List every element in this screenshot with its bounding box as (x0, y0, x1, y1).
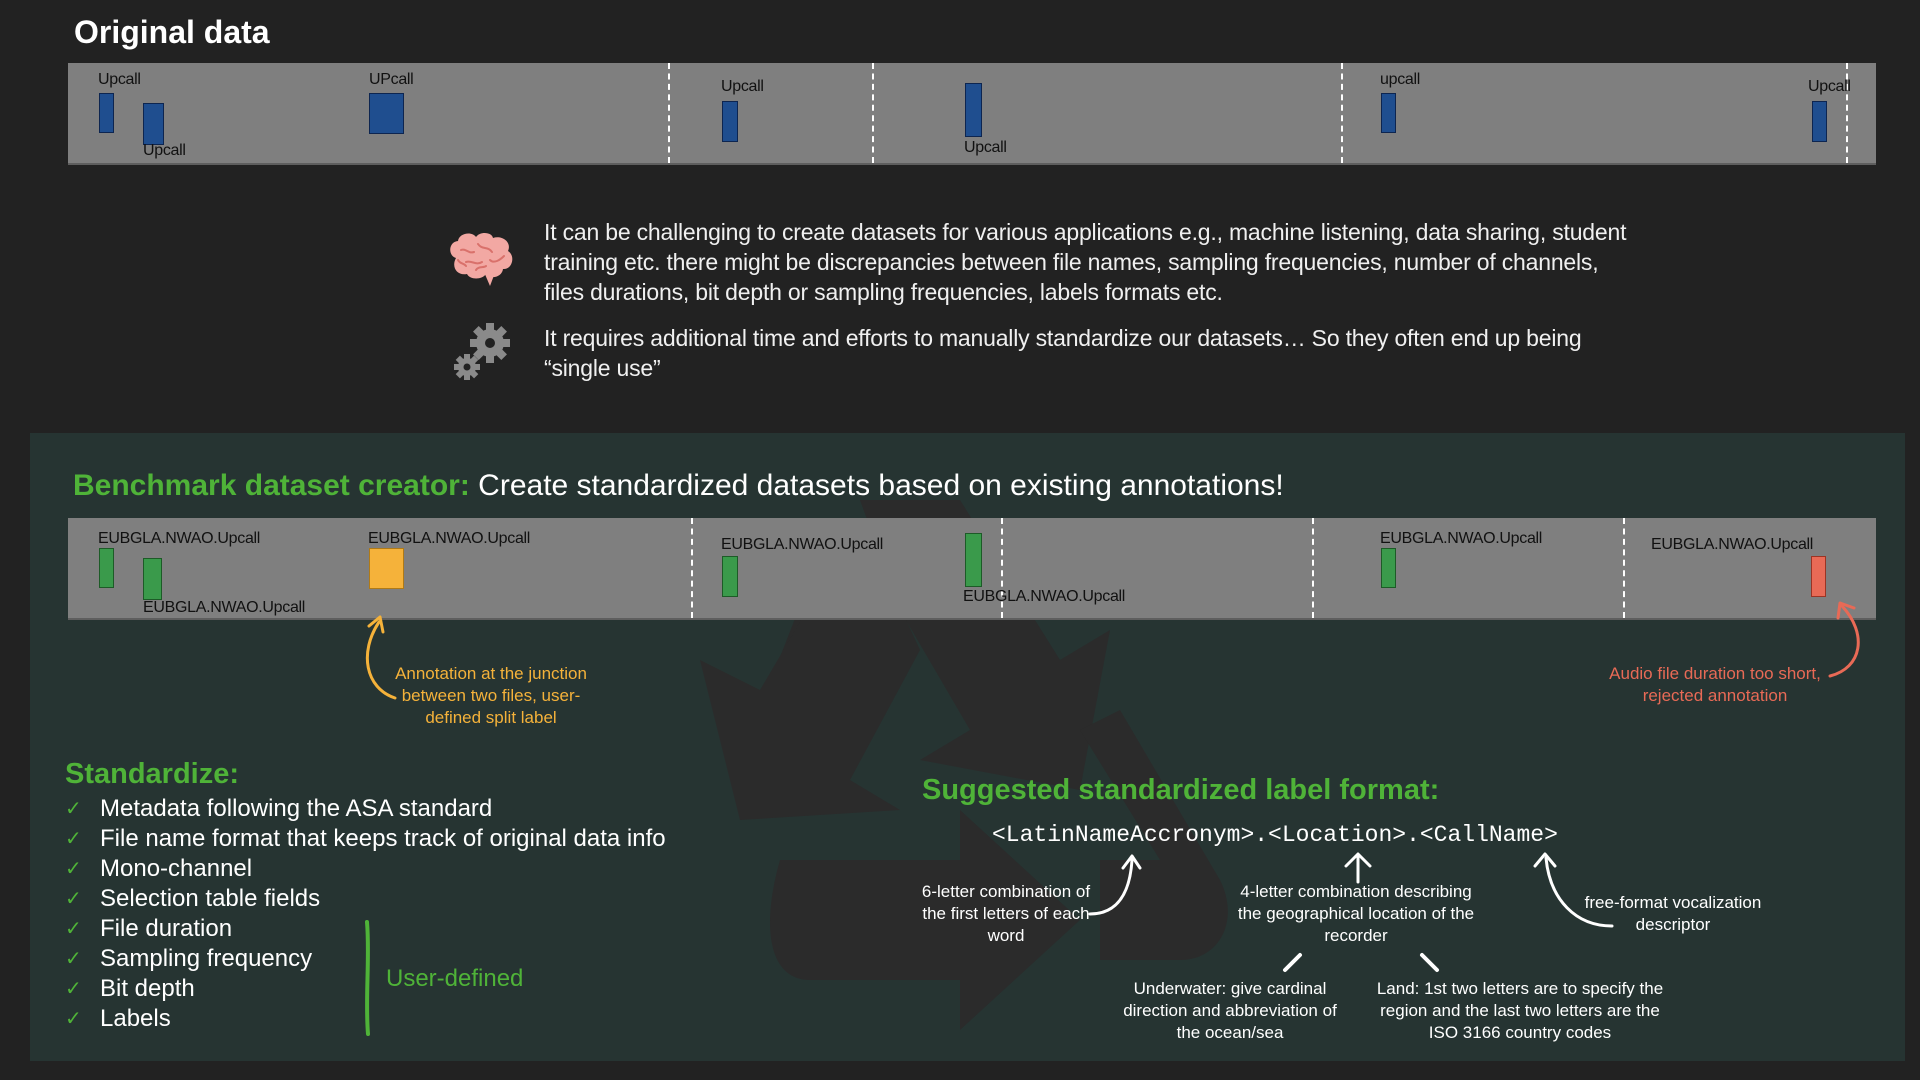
info-text-effort: It requires additional time and efforts … (544, 325, 1582, 381)
check-icon: ✓ (65, 1008, 82, 1030)
file-boundary (668, 63, 670, 163)
check-icon: ✓ (65, 828, 82, 850)
underwater-note: Underwater: give cardinal direction and … (1123, 979, 1337, 1042)
benchmark-heading-bold: Benchmark dataset creator: (73, 469, 470, 502)
check-icon: ✓ (65, 888, 82, 910)
list-item-label: Labels (100, 1005, 171, 1032)
original-data-title: Original data (74, 14, 270, 50)
user-defined-label: User-defined (386, 965, 524, 992)
annotation-box (369, 93, 404, 134)
list-item-label: File name format that keeps track of ori… (100, 825, 666, 852)
latin-note: 6-letter combination of the first letter… (921, 882, 1091, 945)
check-icon: ✓ (65, 948, 82, 970)
annotation-box (965, 83, 982, 137)
original-timeline: Upcall Upcall UPcall Upcall Upcall upcal… (68, 63, 1876, 165)
location-arrow (1344, 852, 1372, 884)
annotation-box (722, 101, 738, 142)
underwater-pointer (1283, 953, 1302, 972)
check-icon: ✓ (65, 918, 82, 940)
user-defined-bracket (365, 920, 370, 1036)
list-item-label: Sampling frequency (100, 945, 313, 972)
list-item-label: Selection table fields (100, 885, 321, 912)
annotation-label: Upcall (721, 78, 764, 95)
annotation-label: EUBGLA.NWAO.Upcall (98, 530, 261, 547)
annotation-label: EUBGLA.NWAO.Upcall (143, 599, 306, 616)
annotation-label: EUBGLA.NWAO.Upcall (1651, 536, 1814, 553)
annotation-label: EUBGLA.NWAO.Upcall (368, 530, 531, 547)
suggested-format-title: Suggested standardized label format: (922, 774, 1440, 806)
recycle-icon (700, 500, 1228, 1030)
info-text-challenges: It can be challenging to create datasets… (544, 219, 1627, 305)
annotation-box (143, 103, 164, 145)
list-item-label: Bit depth (100, 975, 195, 1002)
file-boundary (1846, 63, 1848, 163)
list-item-label: Mono-channel (100, 855, 253, 882)
annotation-label: Upcall (964, 139, 1007, 156)
list-item: ✓ Metadata following the ASA standard (65, 794, 666, 824)
annotation-box (1381, 548, 1396, 588)
file-boundary (1623, 518, 1625, 618)
file-boundary (1001, 518, 1003, 618)
annotation-label: EUBGLA.NWAO.Upcall (721, 536, 884, 553)
rejected-note: Audio file duration too short, rejected … (1609, 664, 1821, 705)
list-item: ✓ Labels (65, 1004, 666, 1034)
list-item: ✓ Mono-channel (65, 854, 666, 884)
standardize-title: Standardize: (65, 758, 240, 790)
split-annotation-box (369, 548, 404, 589)
check-icon: ✓ (65, 978, 82, 1000)
annotation-label: UPcall (369, 71, 414, 88)
gears-icon (454, 323, 510, 380)
junction-note: Annotation at the junction between two f… (395, 664, 587, 727)
list-item: ✓ Bit depth (65, 974, 666, 1004)
brain-icon (450, 232, 513, 286)
annotation-label: Upcall (1808, 78, 1851, 95)
file-boundary (1312, 518, 1314, 618)
callname-arrow (1533, 852, 1614, 928)
file-boundary (872, 63, 874, 163)
list-item: ✓ Sampling frequency (65, 944, 666, 974)
callname-note: free-format vocalization descriptor (1584, 893, 1762, 934)
rejected-arrow (1828, 601, 1860, 678)
standardized-timeline: EUBGLA.NWAO.Upcall EUBGLA.NWAO.Upcall EU… (68, 518, 1876, 620)
annotation-box (1381, 93, 1396, 133)
file-boundary (691, 518, 693, 618)
annotation-box (99, 548, 114, 588)
location-note: 4-letter combination describing the geog… (1237, 882, 1475, 945)
check-icon: ✓ (65, 798, 82, 820)
annotation-box (143, 558, 162, 600)
land-note: Land: 1st two letters are to specify the… (1376, 979, 1664, 1042)
benchmark-heading: Benchmark dataset creator: Create standa… (73, 469, 1284, 503)
annotation-label: EUBGLA.NWAO.Upcall (963, 588, 1126, 605)
land-pointer (1420, 953, 1439, 972)
latin-arrow (1088, 854, 1142, 916)
junction-arrow (365, 615, 397, 700)
annotation-label: Upcall (143, 142, 186, 159)
benchmark-heading-rest: Create standardized datasets based on ex… (469, 469, 1284, 502)
rejected-annotation-box (1811, 556, 1826, 597)
annotation-label: Upcall (98, 71, 141, 88)
standardize-list: ✓ Metadata following the ASA standard ✓ Fi… (65, 794, 666, 1034)
check-icon: ✓ (65, 858, 82, 880)
list-item: ✓ File duration (65, 914, 666, 944)
annotation-box (722, 556, 738, 597)
list-item-label: Metadata following the ASA standard (100, 795, 493, 822)
label-format: <LatinNameAccronym>.<Location>.<CallName… (992, 822, 1558, 848)
annotation-box (1812, 101, 1827, 142)
list-item: ✓ Selection table fields (65, 884, 666, 914)
annotation-label: EUBGLA.NWAO.Upcall (1380, 530, 1543, 547)
list-item: ✓ File name format that keeps track of or… (65, 824, 666, 854)
list-item-label: File duration (100, 915, 233, 942)
annotation-box (965, 533, 982, 587)
annotation-box (99, 93, 114, 133)
annotation-label: upcall (1380, 71, 1421, 88)
file-boundary (1341, 63, 1343, 163)
